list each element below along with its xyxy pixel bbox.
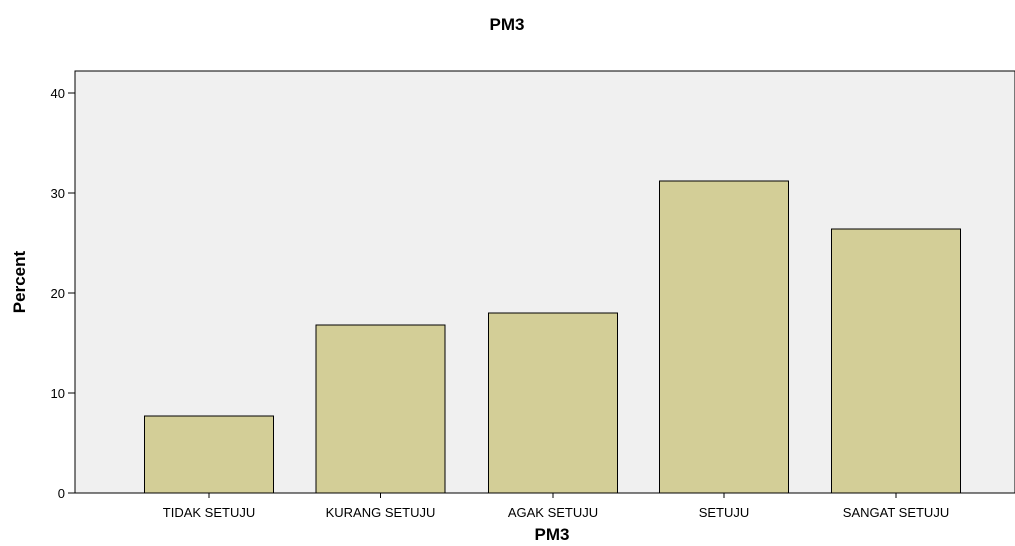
y-tick-label-4: 40 [51,86,65,101]
bar-4 [831,228,961,494]
y-tick-label-3: 30 [51,186,65,201]
x-axis: TIDAK SETUJU KURANG SETUJU AGAK SETUJU SETU… [163,493,949,520]
bars-group [144,180,961,494]
x-axis-title: PM3 [535,525,570,544]
y-tick-label-1: 10 [51,386,65,401]
bar-0 [144,415,274,494]
x-tick-label-0: TIDAK SETUJU [163,505,255,520]
y-tick-label-2: 20 [51,286,65,301]
x-tick-label-1: KURANG SETUJU [326,505,436,520]
x-tick-label-4: SANGAT SETUJU [843,505,949,520]
chart-title: PM3 [490,15,525,34]
bar-3 [659,180,789,494]
y-tick-label-0: 0 [58,486,65,501]
x-tick-label-2: AGAK SETUJU [508,505,598,520]
y-axis: 0 10 20 30 40 [51,86,75,501]
x-tick-label-3: SETUJU [699,505,750,520]
bar-1 [315,324,446,494]
bar-2 [488,312,618,494]
y-axis-title: Percent [10,250,29,313]
